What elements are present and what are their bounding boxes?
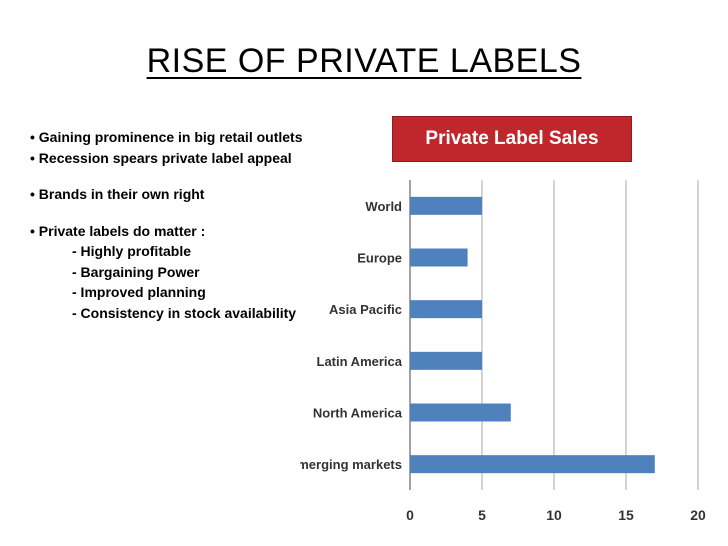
category-label: Latin America [317,354,403,369]
slide-title: RISE OF PRIVATE LABELS [0,42,728,81]
category-label: Europe [357,251,402,266]
sub-bullet-item: - Improved planning [72,284,206,300]
x-tick-label: 5 [478,507,486,523]
category-label: World [365,199,402,214]
bar-world [410,196,482,215]
bullet-list: • Gaining prominence in big retail outle… [30,127,360,323]
x-tick-label: 10 [546,507,562,523]
bar-europe [410,248,468,267]
sub-bullet-item: - Bargaining Power [72,263,200,280]
bar-chart: World Europe Asia Pacific Latin America Nort… [300,180,706,523]
bar-emerging-markets [410,455,655,474]
chart-title: Private Label Sales Growth [392,116,632,193]
bullet-item: • Private labels do matter : [30,222,206,239]
x-tick-label: 0 [406,507,414,523]
bullet-item: • Gaining prominence in big retail outle… [30,129,303,145]
category-label: Emerging markets [300,457,402,472]
bullet-item: • Brands in their own right [30,186,205,202]
x-tick-label: 20 [690,507,706,523]
bar-north-america [410,403,511,422]
slide-title-text: RISE OF PRIVATE LABELS [146,42,582,80]
category-label: North America [313,406,403,421]
category-label: Asia Pacific [329,302,402,317]
bar-latin-america [410,351,482,370]
bullet-item: • Recession spears private label appeal [30,149,292,166]
bar-asia-pacific [410,300,482,319]
x-tick-label: 15 [618,507,634,523]
sub-bullet-item: - Consistency in stock availability [72,304,297,321]
sub-bullet-item: - Highly profitable [72,243,191,259]
